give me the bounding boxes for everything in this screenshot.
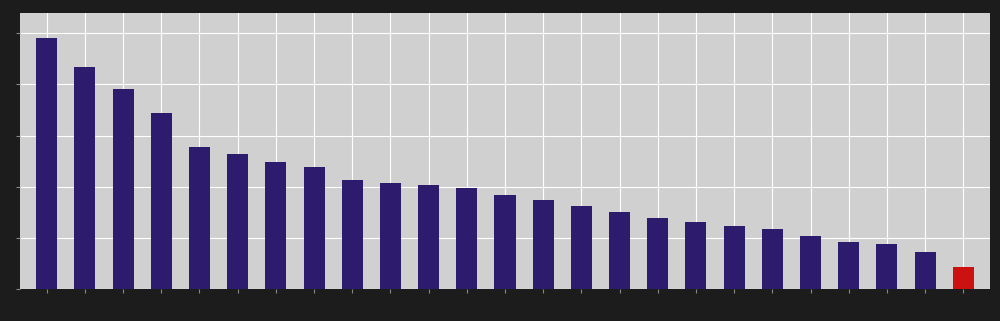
Bar — [304, 167, 325, 289]
Bar — [571, 205, 592, 289]
Bar — [838, 242, 859, 289]
Bar — [533, 200, 554, 289]
Bar — [724, 226, 745, 289]
Bar — [494, 195, 516, 289]
Bar — [609, 212, 630, 289]
Bar — [647, 218, 668, 289]
Bar — [762, 229, 783, 289]
Bar — [342, 180, 363, 289]
Bar — [380, 183, 401, 289]
Bar — [113, 89, 134, 289]
Bar — [953, 267, 974, 289]
Bar — [151, 113, 172, 289]
Bar — [227, 154, 248, 289]
Bar — [685, 222, 706, 289]
Bar — [265, 162, 286, 289]
Bar — [800, 236, 821, 289]
Bar — [36, 39, 57, 289]
Bar — [189, 147, 210, 289]
Bar — [74, 66, 95, 289]
Bar — [418, 185, 439, 289]
Bar — [876, 244, 897, 289]
Bar — [456, 188, 477, 289]
Bar — [915, 252, 936, 289]
